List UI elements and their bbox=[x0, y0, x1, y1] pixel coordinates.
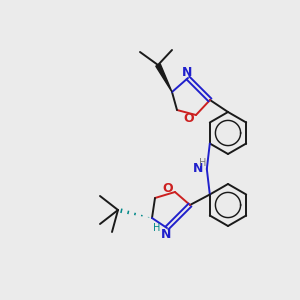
Text: N: N bbox=[182, 65, 192, 79]
Polygon shape bbox=[156, 64, 172, 92]
Text: O: O bbox=[184, 112, 194, 124]
Text: H: H bbox=[153, 223, 161, 233]
Text: N: N bbox=[161, 227, 171, 241]
Text: O: O bbox=[163, 182, 173, 196]
Text: N: N bbox=[193, 163, 203, 176]
Text: H: H bbox=[199, 158, 206, 168]
